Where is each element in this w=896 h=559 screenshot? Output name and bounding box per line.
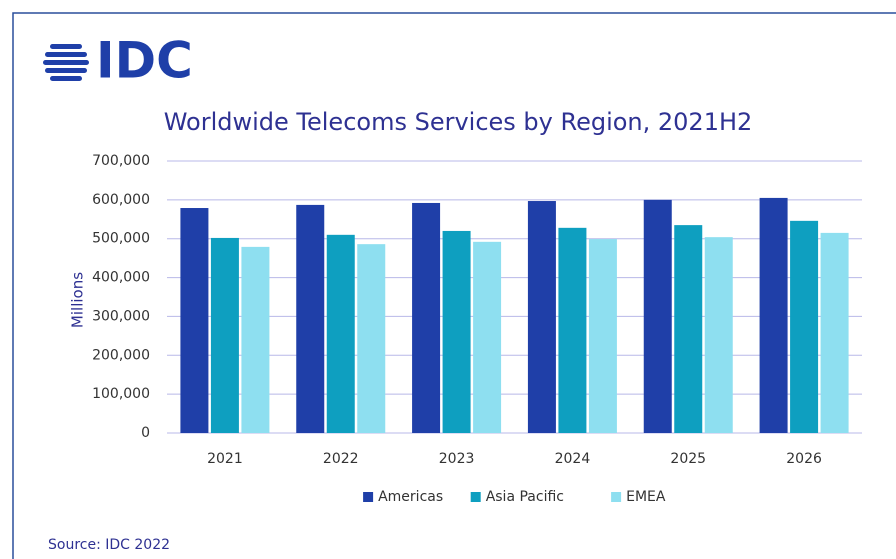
frame [12, 12, 896, 559]
bar [820, 232, 849, 433]
bar [326, 234, 355, 433]
bar [643, 199, 672, 433]
bar [588, 239, 617, 433]
legend-swatch [363, 492, 374, 502]
bar [527, 201, 556, 433]
y-tick-label: 0 [141, 425, 150, 441]
legend-label: EMEA [626, 489, 666, 505]
bar [473, 241, 502, 433]
y-tick-label: 600,000 [92, 192, 150, 208]
legend-label: Asia Pacific [486, 489, 564, 505]
source: Source: IDC 2022 [48, 537, 170, 553]
legend-swatch [470, 492, 481, 502]
logo-globe [43, 44, 89, 81]
y-tick-label: 700,000 [92, 153, 150, 169]
bar [296, 204, 325, 433]
y-axis-title: Millions [69, 272, 87, 328]
logo: IDC [96, 32, 193, 90]
bar [357, 244, 386, 433]
x-tick-label: 2025 [670, 451, 706, 467]
chart-title: Worldwide Telecoms Services by Region, 2… [164, 108, 753, 136]
bar [759, 197, 788, 433]
bar [674, 225, 703, 433]
x-tick-label: 2024 [555, 451, 591, 467]
bar [210, 237, 239, 433]
x-tick-label: 2023 [439, 451, 475, 467]
bar [241, 246, 270, 433]
bar [442, 230, 471, 433]
bar [558, 227, 587, 433]
bar [412, 202, 441, 433]
x-tick-label: 2021 [207, 451, 243, 467]
y-tick-label: 200,000 [92, 347, 150, 363]
y-tick-label: 400,000 [92, 270, 150, 286]
bar [790, 220, 819, 433]
y-tick-label: 500,000 [92, 231, 150, 247]
y-tick-label: 100,000 [92, 386, 150, 402]
bar [180, 208, 209, 433]
x-tick-label: 2026 [786, 451, 822, 467]
x-tick-label: 2022 [323, 451, 359, 467]
bar [704, 237, 733, 433]
legend-label: Americas [378, 489, 443, 505]
legend-swatch [611, 492, 622, 502]
y-tick-label: 300,000 [92, 308, 150, 324]
